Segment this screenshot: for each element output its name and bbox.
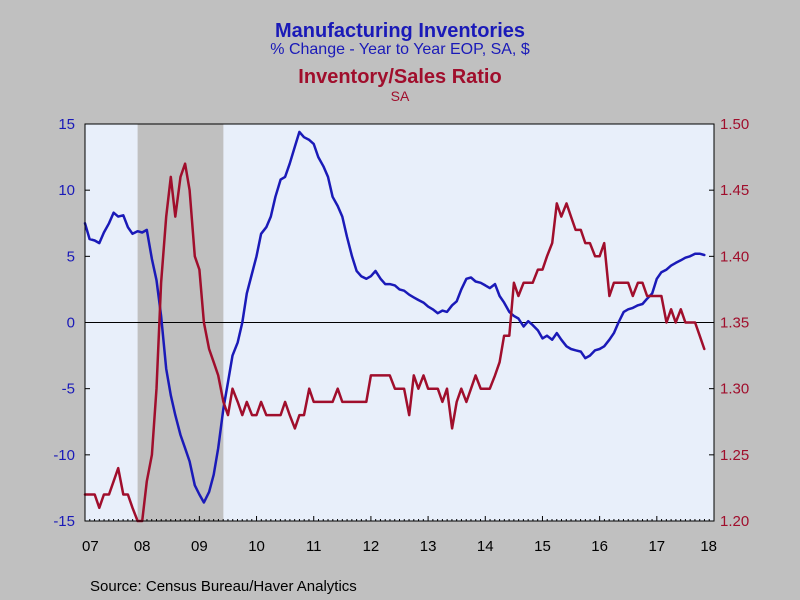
ratio-series-line	[83, 162, 706, 523]
series-group	[83, 130, 706, 523]
x-tick-label: 12	[363, 538, 380, 555]
inventories-series-line	[83, 130, 706, 504]
left-tick-label: -5	[62, 381, 75, 398]
right-tick-label: 1.25	[720, 447, 749, 464]
x-tick-label: 11	[306, 538, 322, 555]
x-tick-label: 16	[591, 538, 608, 555]
x-tick-label: 18	[700, 538, 717, 555]
x-tick-label: 14	[477, 538, 494, 555]
x-tick-label: 09	[191, 538, 208, 555]
chart-subtitle-secondary: SA	[390, 88, 410, 104]
right-tick-label: 1.20	[720, 513, 749, 530]
left-tick-label: -15	[53, 513, 75, 530]
plot-border	[84, 123, 715, 522]
right-tick-label: 1.45	[720, 182, 749, 199]
right-tick-label: 1.30	[720, 381, 749, 398]
left-tick-label: 10	[58, 182, 75, 199]
x-tick-label: 07	[82, 538, 99, 555]
left-axis: 15 10 5 0 -5 -10 -15	[53, 116, 90, 530]
x-tick-label: 15	[534, 538, 551, 555]
x-axis: 07 08 09 10 11 12 13 14 15 16 17 18	[82, 516, 717, 555]
right-tick-label: 1.50	[720, 116, 749, 133]
chart-subtitle: % Change - Year to Year EOP, SA, $	[270, 41, 530, 58]
x-tick-label: 13	[420, 538, 437, 555]
source-note: Source: Census Bureau/Haver Analytics	[90, 578, 357, 595]
right-axis: 1.50 1.45 1.40 1.35 1.30 1.25 1.20	[709, 116, 749, 530]
chart-title-secondary: Inventory/Sales Ratio	[298, 66, 502, 88]
left-tick-label: 15	[58, 116, 75, 133]
right-tick-label: 1.40	[720, 248, 749, 265]
chart-title: Manufacturing Inventories	[274, 20, 526, 42]
left-tick-label: 5	[67, 248, 75, 265]
left-tick-label: 0	[67, 315, 75, 332]
x-tick-label: 17	[648, 538, 665, 555]
x-tick-label: 08	[134, 538, 151, 555]
right-tick-label: 1.35	[720, 315, 749, 332]
x-tick-label: 10	[248, 538, 265, 555]
left-tick-label: -10	[53, 447, 75, 464]
